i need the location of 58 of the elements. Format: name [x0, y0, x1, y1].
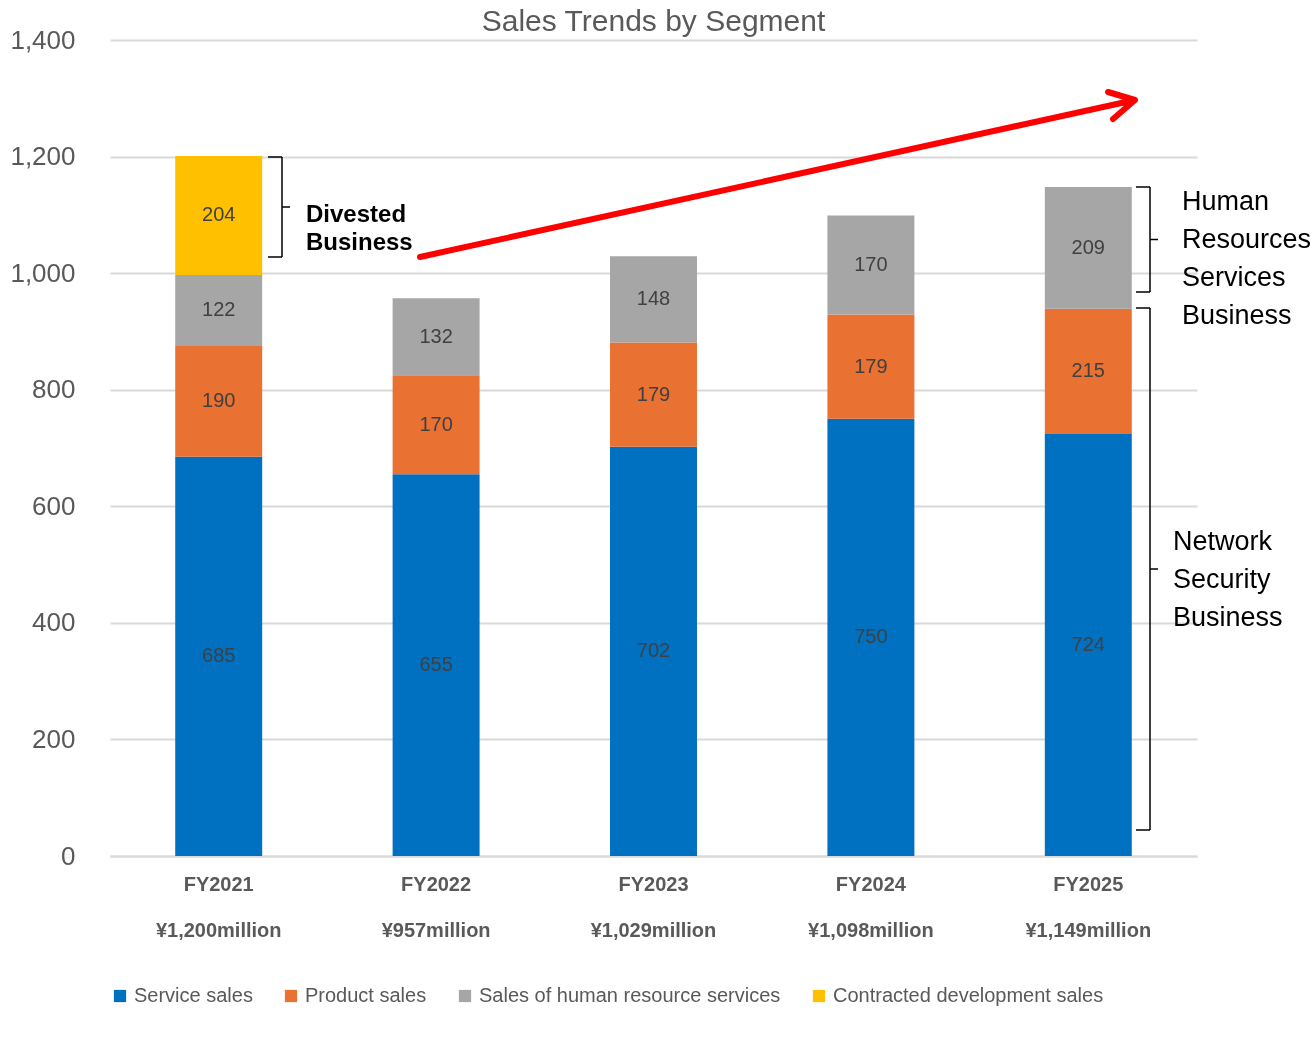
y-tick-label: 0 — [61, 840, 76, 871]
data-label: 148 — [636, 287, 671, 310]
legend-label: Sales of human resource services — [479, 984, 781, 1006]
bar — [175, 346, 263, 457]
bar — [827, 314, 915, 419]
annotation: Human Resources Services Business — [1182, 186, 1312, 330]
y-tick-label: 200 — [32, 723, 76, 754]
legend-label: Product sales — [305, 984, 427, 1006]
total-label: ¥1,149million — [1025, 918, 1152, 941]
y-tick-label: 400 — [32, 607, 76, 638]
y-tick-label: 1,000 — [10, 257, 76, 288]
x-tick-label: FY2025 — [1053, 872, 1124, 895]
legend-label: Contracted development sales — [833, 984, 1104, 1006]
data-label: 179 — [854, 354, 888, 377]
y-tick-label: 1,200 — [10, 141, 76, 172]
x-tick-label: FY2024 — [835, 872, 907, 895]
chart-title: Sales Trends by Segment — [481, 4, 826, 37]
bar — [1044, 186, 1132, 309]
y-tick-label: 800 — [32, 374, 76, 405]
data-label: 170 — [854, 252, 888, 275]
x-tick-label: FY2021 — [183, 872, 254, 895]
bar — [392, 474, 480, 856]
total-label: ¥1,029million — [590, 918, 717, 941]
bar — [1044, 308, 1132, 435]
bar — [392, 375, 480, 475]
bar — [610, 256, 697, 343]
bar — [610, 446, 697, 856]
y-tick-label: 1,400 — [10, 24, 76, 55]
y-tick-label: 600 — [32, 490, 76, 521]
bar — [610, 342, 697, 447]
data-label: 209 — [1071, 235, 1105, 258]
total-label: ¥957million — [381, 918, 491, 941]
total-label: ¥1,200million — [155, 918, 282, 941]
bar — [175, 274, 263, 346]
data-label: 122 — [202, 298, 236, 321]
data-label: 170 — [419, 412, 453, 435]
data-label: 132 — [419, 324, 453, 347]
bar — [1044, 434, 1132, 856]
bar — [827, 215, 915, 315]
annotation: Divested Business — [306, 200, 413, 255]
bar — [827, 418, 915, 856]
total-label: ¥1,098million — [808, 918, 934, 941]
data-label: 724 — [1071, 633, 1105, 656]
data-label: 655 — [419, 653, 453, 676]
x-tick-label: FY2022 — [401, 872, 472, 895]
data-label: 685 — [202, 644, 236, 667]
bar — [392, 298, 480, 376]
data-label: 204 — [202, 203, 236, 226]
bar — [175, 155, 263, 275]
data-label: 702 — [636, 639, 671, 662]
data-label: 190 — [202, 389, 236, 412]
data-label: 179 — [636, 382, 671, 405]
annotation: Network Security Business — [1173, 526, 1283, 632]
legend-label: Service sales — [134, 984, 253, 1006]
bar — [175, 456, 263, 856]
data-label: 215 — [1071, 359, 1105, 382]
x-tick-label: FY2023 — [618, 872, 689, 895]
data-label: 750 — [854, 625, 888, 648]
